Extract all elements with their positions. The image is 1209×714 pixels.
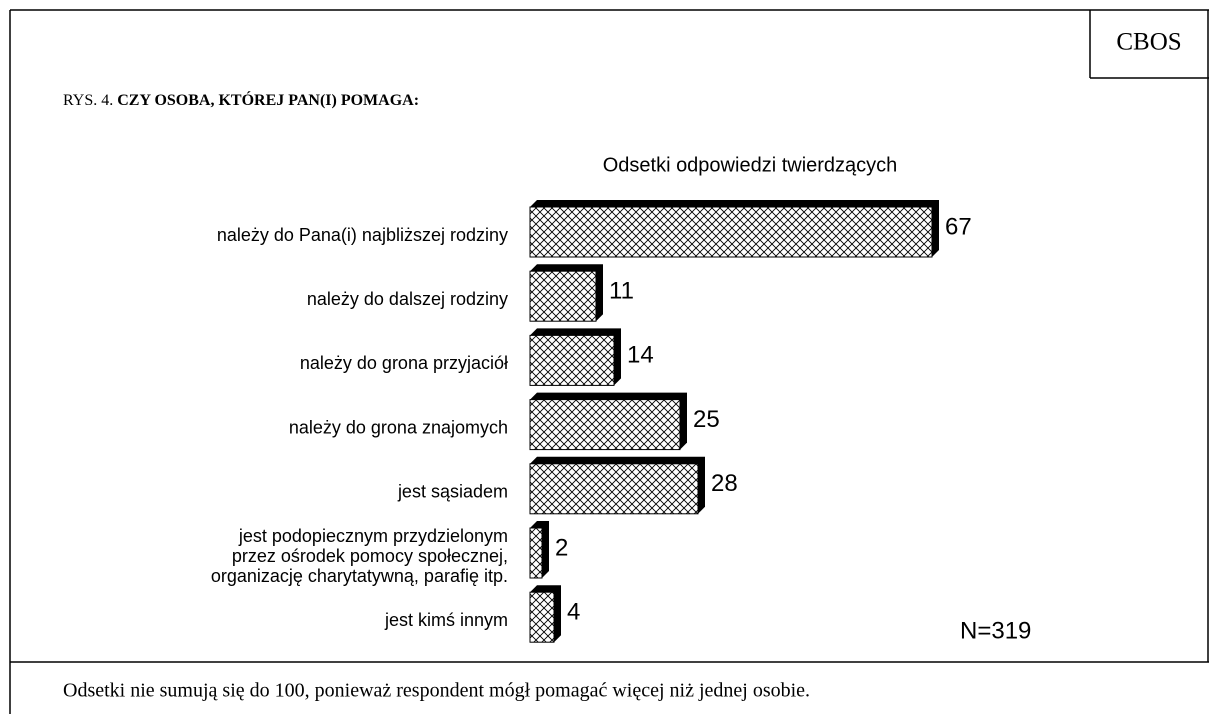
bar — [529, 527, 543, 579]
title: CZY OSOBA, KTÓREJ PAN(I) POMAGA: — [117, 90, 419, 109]
annotation: N=319 — [960, 617, 1031, 644]
bar — [529, 463, 699, 515]
bar — [529, 206, 933, 258]
category-label: jest kimś innym — [384, 610, 508, 630]
value-label: 11 — [609, 278, 634, 305]
category-label: należy do grona przyjaciół — [300, 353, 508, 373]
bar — [529, 270, 597, 322]
chart-title: RYS. 4. CZY OSOBA, KTÓREJ PAN(I) POMAGA: — [63, 90, 419, 109]
bar — [529, 399, 681, 451]
value-label: 67 — [945, 213, 972, 240]
source: CBOS — [1116, 29, 1181, 56]
category-label: jest podopiecznym przydzielonym przez ośr… — [211, 526, 508, 586]
figure-label: RYS. 4. — [63, 92, 113, 109]
value-label: 2 — [555, 534, 568, 561]
footnote: Odsetki nie sumują się do 100, ponieważ … — [63, 680, 810, 702]
category-label: należy do dalszej rodziny — [307, 289, 508, 309]
bar — [529, 334, 615, 386]
bar — [529, 591, 555, 643]
subtitle: Odsetki odpowiedzi twierdzących — [603, 154, 898, 176]
category-label: jest sąsiadem — [397, 482, 508, 502]
value-label: 14 — [627, 342, 654, 369]
category-label: należy do grona znajomych — [289, 417, 508, 437]
value-label: 28 — [711, 470, 738, 497]
value-label: 4 — [567, 599, 580, 626]
category-label: należy do Pana(i) najbliższej rodziny — [217, 225, 508, 245]
value-label: 25 — [693, 406, 720, 433]
